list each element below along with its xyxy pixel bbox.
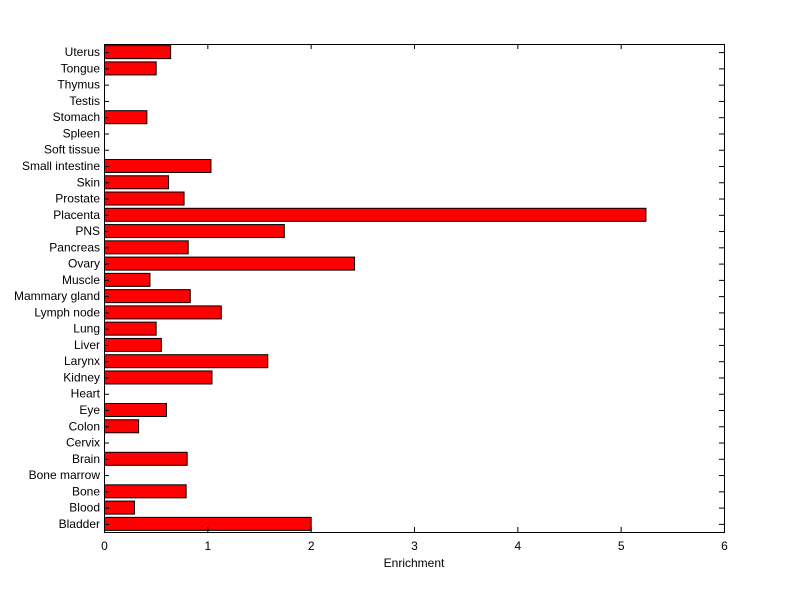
x-tick-label-2: 2 [308,539,315,553]
y-tick-label-kidney: Kidney [63,370,100,384]
bar-muscle [104,272,151,287]
y-tick-label-lymph-node: Lymph node [34,305,100,319]
bar-lung [104,321,157,336]
y-tick-label-larynx: Larynx [64,354,100,368]
bar-tongue [104,61,157,76]
x-tick-label-4: 4 [514,539,521,553]
y-tick-label-testis: Testis [69,94,100,108]
y-tick-label-tongue: Tongue [61,61,101,75]
x-axis-label: Enrichment [384,556,445,570]
y-tick-label-lung: Lung [73,322,100,336]
x-tick-label-3: 3 [411,539,418,553]
bar-placenta [104,207,647,222]
y-tick-label-placenta: Placenta [53,208,100,222]
y-tick-label-thymus: Thymus [57,78,100,92]
y-tick-label-cervix: Cervix [66,436,100,450]
y-axis-ticks: Bladder Blood Bone Bone marrow Brain Cervix Co… [14,45,724,531]
bar-ovary [104,256,356,271]
y-tick-label-colon: Colon [69,419,100,433]
x-axis-ticks: 0 1 2 3 4 5 6 [101,44,728,553]
y-tick-label-soft-tissue: Soft tissue [44,143,100,157]
x-tick-label-6: 6 [721,539,728,553]
y-tick-label-bone-marrow: Bone marrow [29,468,101,482]
y-tick-label-eye: Eye [79,403,100,417]
y-tick-label-bone: Bone [72,484,100,498]
y-tick-label-heart: Heart [71,387,101,401]
bar-liver [104,337,162,352]
x-tick-label-5: 5 [618,539,625,553]
bar-uterus [104,45,172,60]
bar-eye [104,402,167,418]
plot-frame [104,44,725,533]
x-tick-label-0: 0 [101,539,108,553]
y-tick-label-brain: Brain [72,452,100,466]
bar-mammary-gland [104,289,191,304]
bars-group [104,45,647,531]
bar-prostate [104,191,185,206]
bar-brain [104,451,188,466]
y-tick-label-stomach: Stomach [53,110,100,124]
bar-stomach [104,110,148,125]
x-tick-label-1: 1 [204,539,211,553]
bar-colon [104,419,140,434]
bar-small-intestine [104,158,212,174]
bar-kidney [104,370,213,385]
y-tick-label-blood: Blood [69,501,100,515]
y-tick-label-liver: Liver [74,338,100,352]
bar-larynx [104,354,269,369]
y-tick-label-bladder: Bladder [59,517,100,531]
y-tick-label-skin: Skin [77,175,100,189]
y-tick-label-pancreas: Pancreas [49,240,100,254]
y-tick-label-muscle: Muscle [62,273,100,287]
y-tick-label-ovary: Ovary [68,257,100,271]
y-tick-label-mammary-gland: Mammary gland [14,289,100,303]
y-tick-label-pns: PNS [75,224,100,238]
bar-pancreas [104,240,189,255]
y-tick-label-uterus: Uterus [65,45,100,59]
bar-pns [104,224,285,239]
bar-lymph-node [104,305,222,320]
bar-bone [104,484,187,499]
y-tick-label-prostate: Prostate [55,192,100,206]
bar-blood [104,500,135,515]
bar-skin [104,175,170,190]
y-tick-label-small-intestine: Small intestine [22,159,100,173]
y-tick-label-spleen: Spleen [63,126,100,140]
